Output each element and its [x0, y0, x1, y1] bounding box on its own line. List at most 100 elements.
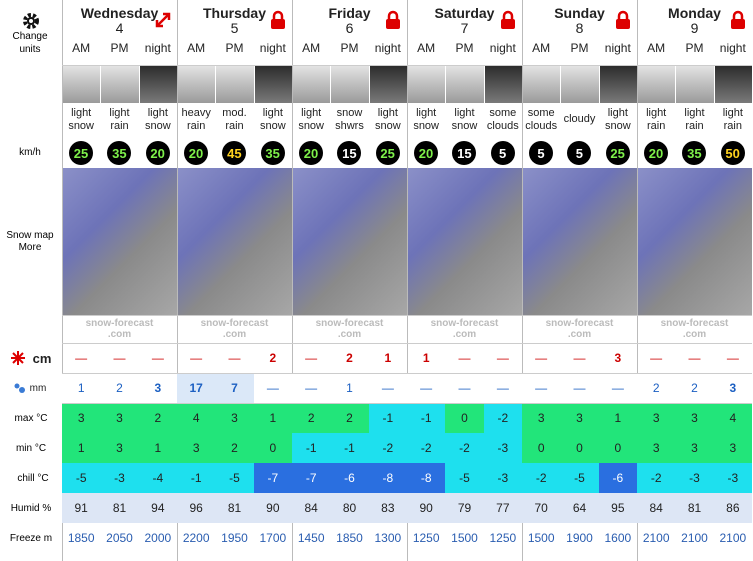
- humidity: 95: [598, 493, 637, 523]
- freeze-level: 2000: [144, 530, 172, 545]
- weather-icon: [293, 65, 331, 103]
- day-column-border: [407, 0, 408, 561]
- min-temp: -2: [445, 433, 484, 463]
- snow-icon: [10, 343, 26, 373]
- weather-text: light snow: [374, 106, 401, 132]
- chill-temp: -3: [675, 463, 714, 493]
- period-label: AM: [647, 40, 666, 55]
- period-label: night: [144, 40, 171, 55]
- weather-text: light snow: [68, 106, 94, 132]
- expand-icon[interactable]: [153, 8, 173, 32]
- weather-text: light rain: [109, 106, 130, 132]
- snow-cm: —: [113, 350, 126, 365]
- snow-cm: 1: [422, 350, 430, 365]
- min-temp: -2: [368, 433, 407, 463]
- freeze-level: 2200: [182, 530, 210, 545]
- rain-mm: 17: [177, 373, 216, 403]
- freeze-level: 1250: [412, 530, 440, 545]
- chill-temp: -1: [177, 463, 216, 493]
- period-label: AM: [417, 40, 436, 55]
- weather-icon: [178, 65, 216, 103]
- wind-unit: km/h: [19, 146, 41, 158]
- snow-cm: 3: [614, 350, 622, 365]
- rain-mm: 1: [330, 373, 369, 403]
- period-label: AM: [532, 40, 551, 55]
- period-label: PM: [685, 40, 704, 55]
- watermark: .com: [107, 328, 132, 340]
- watermark: snow-forecast: [660, 317, 729, 329]
- weather-text: light snow: [413, 106, 439, 132]
- snow-cm: —: [190, 350, 203, 365]
- more-link[interactable]: More: [18, 241, 42, 253]
- min-temp: -3: [483, 433, 522, 463]
- weather-text: light rain: [684, 106, 705, 132]
- day-date: 6: [345, 19, 354, 36]
- wind-speed: 5: [529, 141, 553, 165]
- freeze-level: 2100: [681, 530, 708, 545]
- weather-text: snow shwrs: [335, 106, 364, 132]
- snow-cm: —: [726, 350, 739, 365]
- wind-speed: 25: [605, 141, 630, 165]
- period-label: AM: [302, 40, 321, 55]
- rain-mm: —: [253, 373, 292, 403]
- chill-temp: -3: [483, 463, 522, 493]
- settings-icon[interactable]: [20, 10, 42, 32]
- rain-mm: 2: [100, 373, 139, 403]
- wind-speed: 20: [644, 141, 668, 165]
- wind-speed: 20: [145, 141, 170, 165]
- lock-icon[interactable]: [613, 8, 633, 32]
- watermark: snow-forecast: [200, 317, 269, 329]
- period-label: PM: [225, 40, 244, 55]
- weather-icon: [676, 65, 714, 103]
- lock-icon[interactable]: [268, 8, 288, 32]
- weather-icon: [369, 65, 407, 103]
- period-label: PM: [455, 40, 474, 55]
- day-date: 8: [575, 19, 584, 36]
- freeze-level: 1450: [297, 530, 325, 545]
- lock-icon[interactable]: [383, 8, 403, 32]
- max-temp: 3: [560, 403, 599, 433]
- max-temp: 4: [177, 403, 216, 433]
- lock-icon[interactable]: [498, 8, 518, 32]
- humidity: 90: [407, 493, 446, 523]
- rain-mm: —: [560, 373, 599, 403]
- period-label: PM: [340, 40, 359, 55]
- wind-speed: 50: [720, 141, 745, 165]
- wind-speed: 35: [107, 141, 132, 165]
- weather-text: light rain: [646, 106, 667, 132]
- rain-icon: [12, 373, 28, 403]
- max-temp: 2: [292, 403, 331, 433]
- wind-speed: 20: [184, 141, 208, 165]
- period-label: night: [604, 40, 631, 55]
- chill-temp: -8: [407, 463, 446, 493]
- change-units[interactable]: Change units: [12, 31, 48, 55]
- min-temp: 3: [637, 433, 676, 463]
- snow-map-label[interactable]: Snow map: [6, 229, 54, 241]
- day-column-border: [177, 0, 178, 561]
- rain-mm: 1: [62, 373, 101, 403]
- wind-speed: 35: [260, 141, 285, 165]
- min-temp: 3: [675, 433, 714, 463]
- weather-icon: [101, 65, 139, 103]
- max-temp: -1: [407, 403, 446, 433]
- min-label: min °C: [15, 442, 47, 454]
- lock-icon[interactable]: [728, 8, 748, 32]
- humidity: 94: [138, 493, 177, 523]
- humidity: 77: [483, 493, 522, 523]
- period-label: PM: [570, 40, 589, 55]
- row-border: [62, 373, 752, 374]
- freeze-level: 1950: [221, 530, 248, 545]
- humidity: 91: [62, 493, 101, 523]
- day-name: Thursday: [202, 4, 266, 21]
- watermark: snow-forecast: [545, 317, 614, 329]
- snow-cm: —: [650, 350, 663, 365]
- wind-speed: 45: [222, 141, 247, 165]
- freeze-level: 1600: [604, 530, 632, 545]
- max-label: max °C: [14, 412, 48, 424]
- period-label: PM: [110, 40, 129, 55]
- watermark: .com: [222, 328, 247, 340]
- min-temp: -2: [407, 433, 446, 463]
- max-temp: 3: [637, 403, 676, 433]
- weather-icon: [63, 65, 101, 103]
- max-temp: 4: [713, 403, 752, 433]
